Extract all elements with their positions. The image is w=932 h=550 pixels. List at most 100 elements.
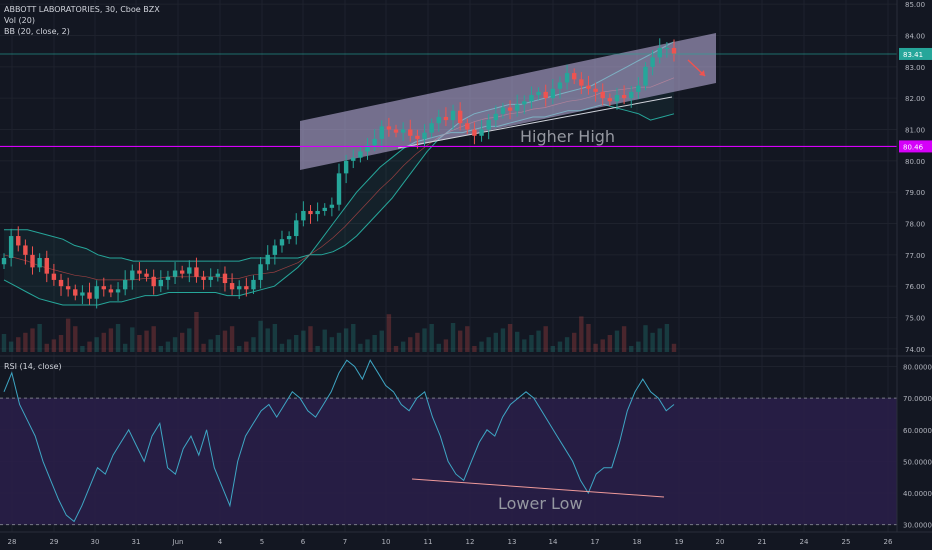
volume-bar — [265, 328, 270, 352]
volume-bar — [479, 341, 484, 352]
volume-bar — [137, 335, 142, 352]
candle-body — [265, 254, 270, 265]
rsi-series-line — [3, 359, 675, 523]
volume-bar — [51, 339, 57, 352]
volume-bar — [636, 341, 641, 352]
price-tick-label: 83.00 — [905, 64, 925, 72]
time-tick-label: 10 — [382, 538, 391, 546]
candle-body — [130, 270, 135, 280]
candle-body — [108, 289, 114, 293]
volume-bar — [122, 343, 128, 352]
volume-bar — [101, 332, 106, 352]
candle-body — [237, 286, 242, 290]
rsi-tick-label: 60.0000 — [903, 427, 932, 435]
candle-body — [44, 257, 49, 274]
candle-body — [151, 276, 156, 287]
volume-bar — [607, 335, 613, 352]
volume-bar — [80, 346, 85, 352]
candle-body — [393, 129, 399, 133]
time-tick-label: 31 — [132, 538, 141, 546]
volume-bar — [258, 320, 263, 352]
volume-bar — [507, 324, 513, 352]
candle-body — [336, 173, 342, 205]
price-tick-label: 75.00 — [905, 315, 925, 323]
volume-bar — [429, 324, 434, 352]
time-tick-label: 21 — [758, 538, 767, 546]
time-tick-label: 7 — [343, 538, 347, 546]
candle-body — [365, 145, 370, 152]
candle-body — [208, 276, 213, 280]
volume-bar — [614, 330, 620, 352]
volume-bar — [8, 341, 14, 352]
time-tick-label: 20 — [716, 538, 725, 546]
volume-bar — [343, 328, 349, 352]
candle-body — [158, 279, 164, 287]
key-level-tag — [899, 140, 932, 153]
candle-body — [65, 286, 71, 290]
volume-bar — [657, 328, 662, 352]
volume-bar — [472, 346, 477, 352]
volume-bar — [58, 335, 64, 352]
volume-bar — [586, 324, 591, 352]
rsi-line — [3, 359, 675, 523]
volume-bar — [493, 332, 499, 352]
volume-bar — [201, 343, 206, 352]
candle-body — [514, 104, 520, 111]
volume-bar — [386, 314, 392, 352]
candle-body — [550, 88, 556, 99]
candle-body — [30, 254, 35, 268]
volume-bar — [329, 337, 335, 352]
candle-body — [493, 113, 499, 121]
volume-bar — [215, 335, 221, 352]
time-tick-label: 29 — [50, 538, 59, 546]
candle-body — [408, 129, 413, 136]
time-tick-label: 28 — [8, 538, 17, 546]
key-level-label: 80.46 — [903, 143, 924, 151]
candle-body — [37, 257, 42, 268]
rsi-tick-label: 70.0000 — [903, 395, 932, 403]
candle-body — [115, 289, 121, 293]
candle-body — [671, 48, 677, 55]
volume-bar — [593, 343, 598, 352]
time-tick-label: Jun — [172, 538, 184, 546]
candle-body — [222, 273, 228, 284]
volume-bar — [172, 337, 178, 352]
candle-body — [23, 245, 28, 255]
time-tick-label: 5 — [260, 538, 264, 546]
candle-body — [16, 236, 21, 246]
volume-bar — [286, 339, 292, 352]
volume-bar — [244, 341, 249, 352]
candle-body — [358, 151, 363, 158]
volume-bar — [294, 335, 299, 352]
candle-body — [272, 245, 278, 255]
candle-body — [329, 204, 335, 208]
volume-bar — [422, 328, 427, 352]
volume-bar — [400, 341, 406, 352]
candle-body — [351, 157, 356, 161]
candle-body — [343, 160, 349, 174]
candle-body — [500, 107, 506, 114]
volume-bar — [187, 328, 192, 352]
candle-body — [450, 110, 456, 121]
candle-body — [522, 101, 527, 105]
volume-bar — [73, 326, 78, 352]
price-levels: 83.41 80.46 — [0, 47, 932, 153]
price-tick-label: 82.00 — [905, 95, 925, 103]
candle-body — [258, 264, 263, 280]
candle-body — [194, 267, 199, 277]
candle-body — [536, 91, 541, 96]
candle-body — [629, 91, 634, 99]
candle-body — [607, 98, 613, 102]
volume-bar — [629, 346, 634, 352]
volume-bar — [179, 332, 185, 352]
volume-bar — [65, 318, 71, 352]
candle-body — [621, 95, 627, 99]
chart-title: ABBOTT LABORATORIES, 30, Cboe BZX — [4, 5, 160, 14]
volume-bar — [358, 343, 363, 352]
candle-body — [279, 239, 285, 246]
price-tick-label: 77.00 — [905, 252, 925, 260]
candle-body — [422, 132, 427, 139]
volume-bar — [465, 326, 470, 352]
rsi-tick-label: 50.0000 — [903, 458, 932, 466]
